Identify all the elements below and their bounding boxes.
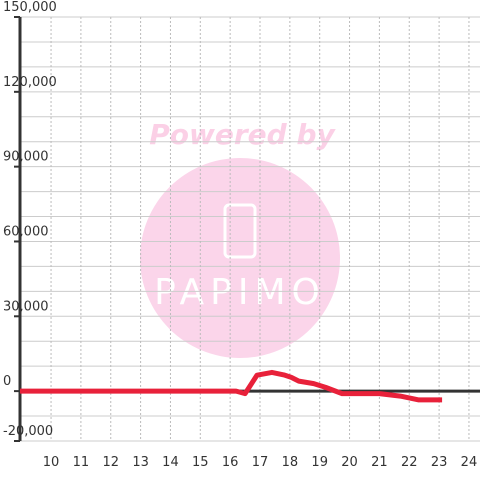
- x-tick-label: 15: [192, 455, 209, 470]
- watermark: Powered by PAPIMO: [140, 118, 340, 358]
- y-tick-label: 0: [3, 374, 11, 389]
- x-tick-label: 24: [461, 455, 478, 470]
- watermark-brand: PAPIMO: [154, 272, 326, 313]
- y-tick-label: 150,000: [3, 0, 57, 15]
- x-tick-label: 12: [102, 455, 119, 470]
- x-tick-label: 19: [311, 455, 328, 470]
- watermark-icon: [223, 203, 257, 259]
- data-line: [20, 369, 443, 403]
- watermark-title: Powered by: [149, 118, 336, 151]
- y-tick-label: 90,000: [3, 150, 49, 165]
- x-tick-label: 23: [431, 455, 448, 470]
- x-tick-label: 16: [222, 455, 239, 470]
- x-tick-label: 20: [341, 455, 358, 470]
- y-tick-label: 120,000: [3, 75, 57, 90]
- x-tick-label: 17: [252, 455, 269, 470]
- x-tick-label: 13: [132, 455, 149, 470]
- y-tick-label: -20,000: [3, 424, 53, 439]
- x-tick-label: 14: [162, 455, 179, 470]
- y-tick-label: 60,000: [3, 224, 49, 239]
- x-tick-label: 10: [43, 455, 60, 470]
- x-tick-label: 21: [371, 455, 388, 470]
- x-tick-label: 22: [401, 455, 418, 470]
- y-tick-label: 30,000: [3, 299, 49, 314]
- x-tick-label: 18: [282, 455, 299, 470]
- x-tick-label: 11: [73, 455, 90, 470]
